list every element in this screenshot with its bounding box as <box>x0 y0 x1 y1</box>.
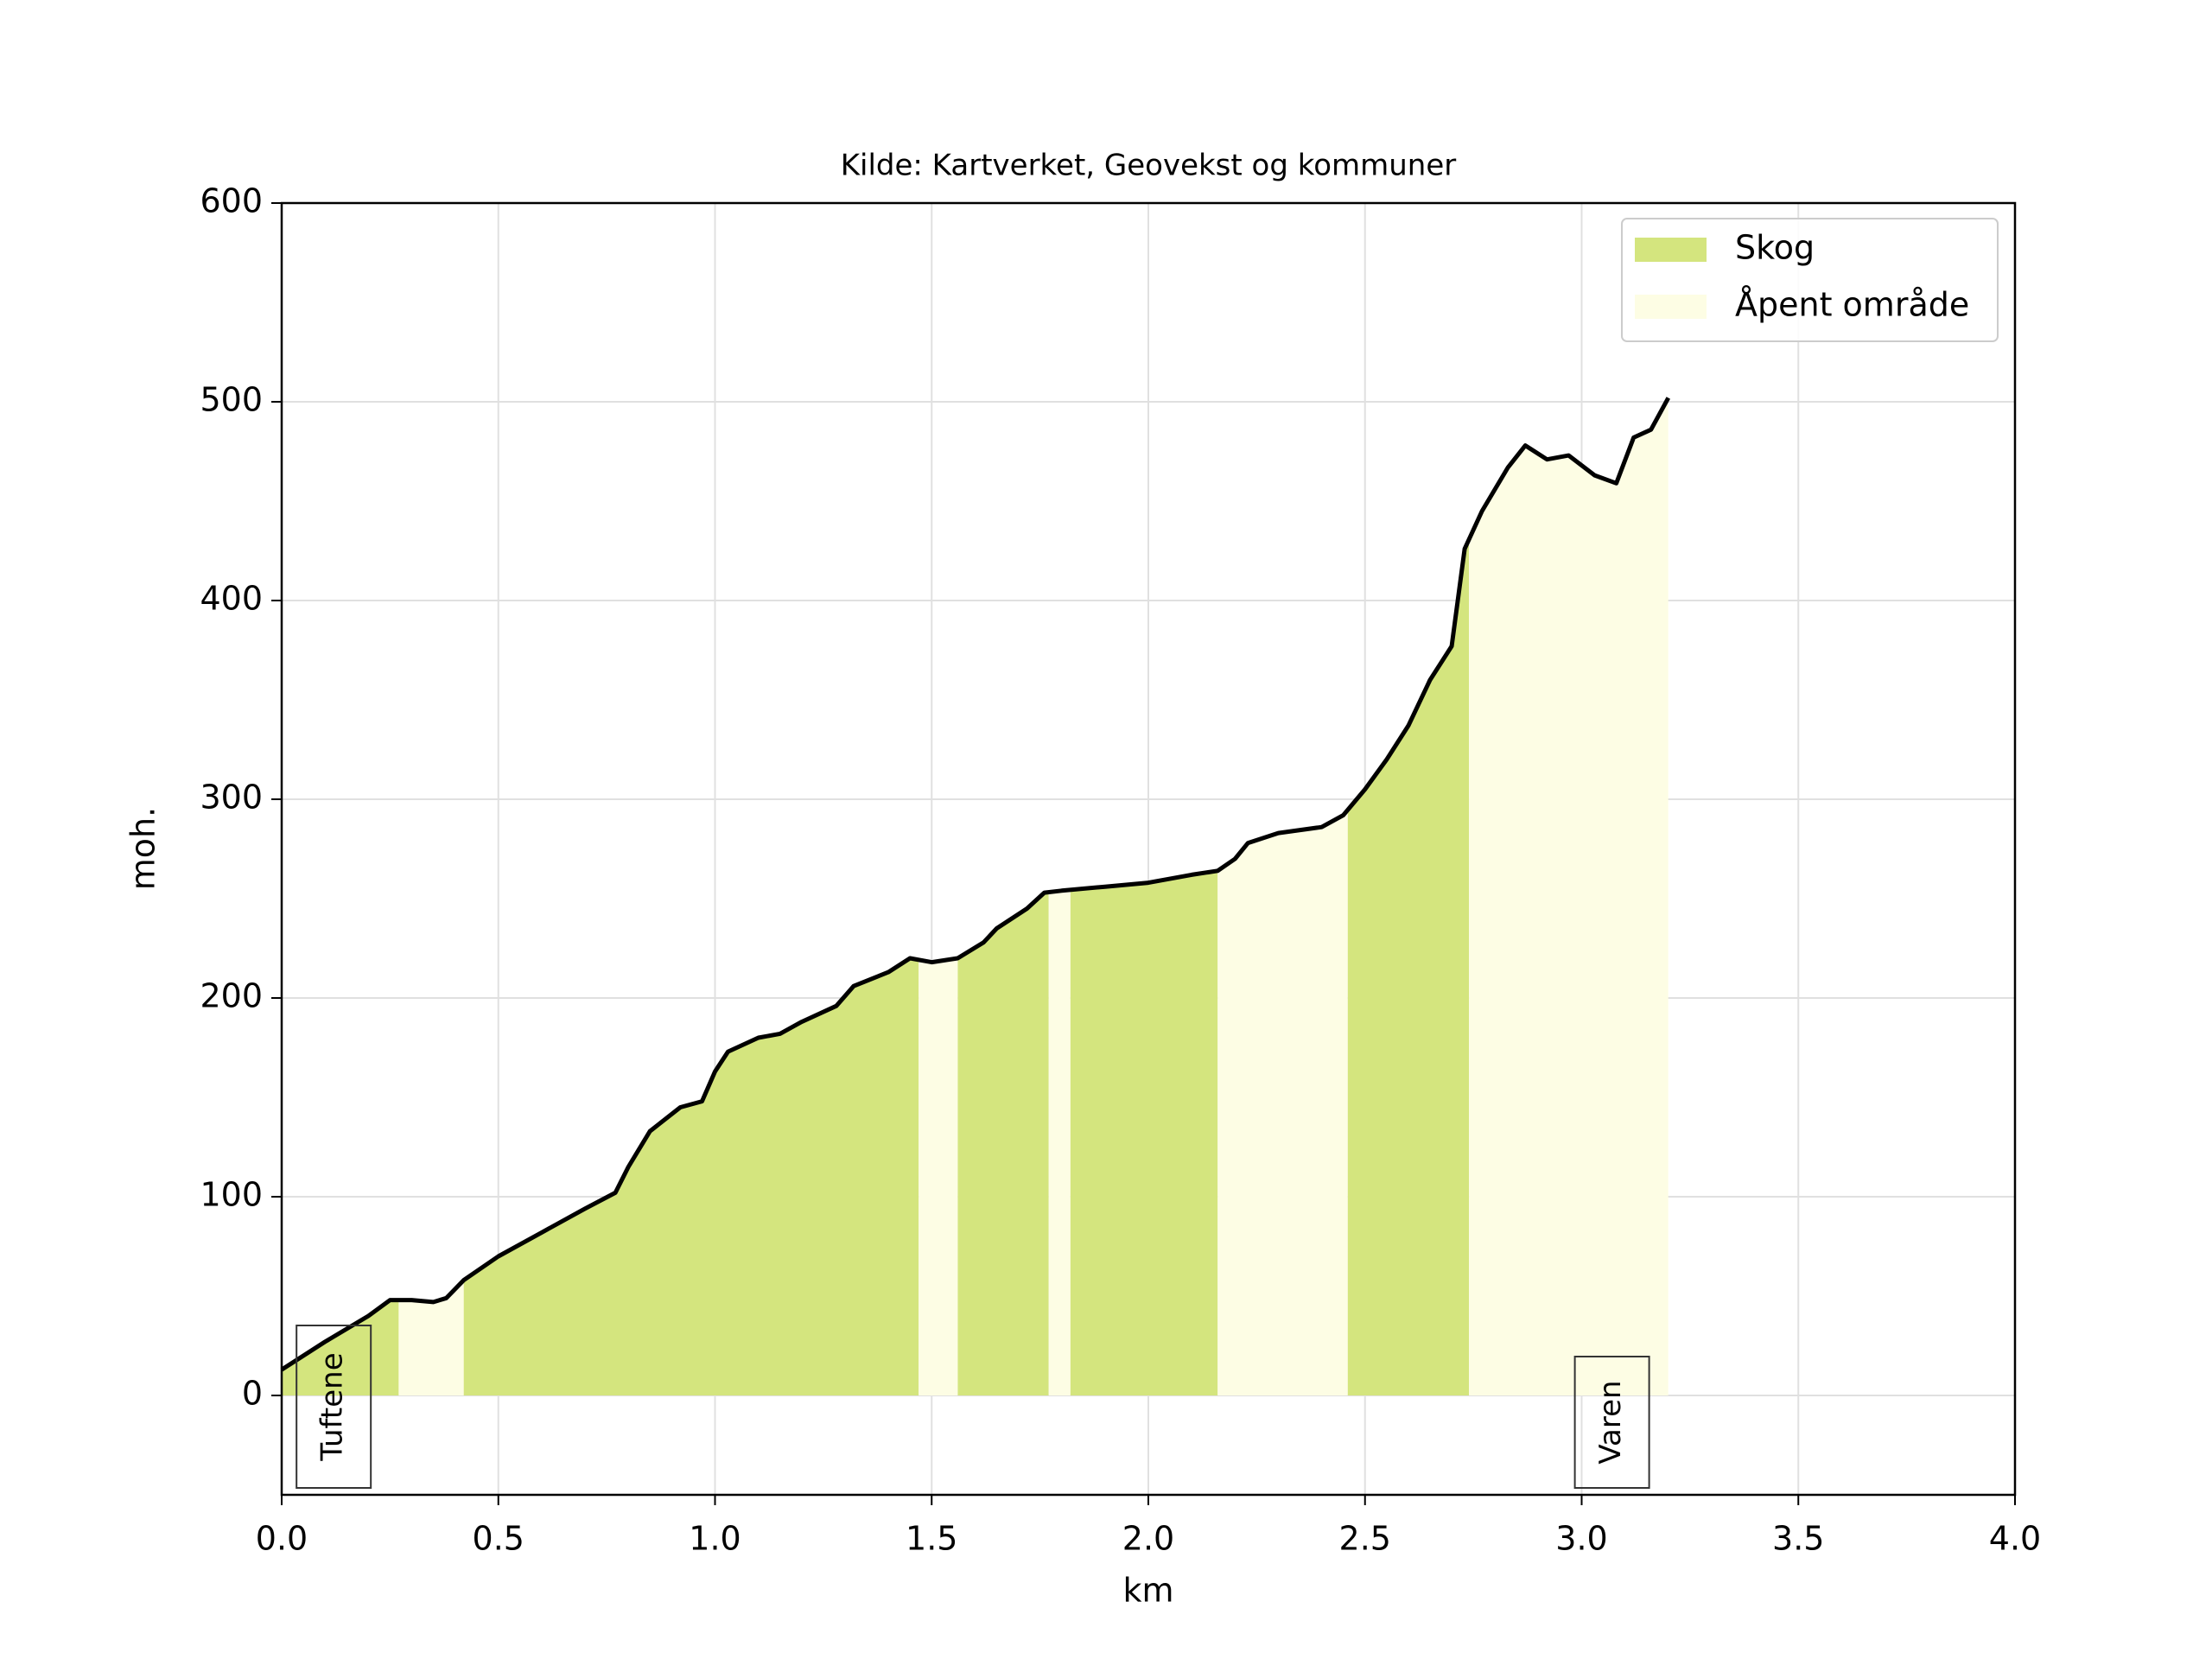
y-tick-label: 300 <box>200 779 263 817</box>
x-tick-label: 0.5 <box>473 1520 524 1558</box>
x-axis-label: km <box>1122 1572 1173 1610</box>
annotation-box <box>1573 1356 1650 1489</box>
x-tick-label: 1.5 <box>906 1520 957 1558</box>
x-tick-label: 3.0 <box>1555 1520 1607 1558</box>
y-tick-label: 600 <box>200 182 263 220</box>
annotation-label: Tuftene <box>315 1352 350 1461</box>
annotation-label: Varen <box>1593 1380 1628 1464</box>
y-tick-label: 100 <box>200 1176 263 1214</box>
legend-label: Åpent område <box>1735 286 1969 324</box>
legend-label: Skog <box>1735 229 1815 267</box>
y-tick-label: 0 <box>242 1375 263 1413</box>
x-tick-label: 2.5 <box>1339 1520 1391 1558</box>
y-tick-label: 500 <box>200 381 263 419</box>
legend-swatch <box>1635 295 1707 319</box>
x-tick-label: 2.0 <box>1122 1520 1174 1558</box>
annotation-box <box>296 1325 372 1489</box>
x-tick-label: 1.0 <box>689 1520 741 1558</box>
elevation-line <box>280 397 1670 1372</box>
y-tick-label: 200 <box>200 977 263 1015</box>
x-tick-label: 3.5 <box>1772 1520 1824 1558</box>
legend-swatch <box>1635 238 1707 262</box>
legend-box <box>1621 218 1999 342</box>
x-tick-label: 4.0 <box>1989 1520 2041 1558</box>
chart-title: Kilde: Kartverket, Geovekst og kommuner <box>841 149 1457 183</box>
land-cover-span <box>1347 397 1470 1395</box>
x-tick-label: 0.0 <box>256 1520 308 1558</box>
land-cover-span <box>1469 397 1669 1395</box>
y-tick-label: 400 <box>200 580 263 618</box>
y-axis-label: moh. <box>124 807 162 890</box>
